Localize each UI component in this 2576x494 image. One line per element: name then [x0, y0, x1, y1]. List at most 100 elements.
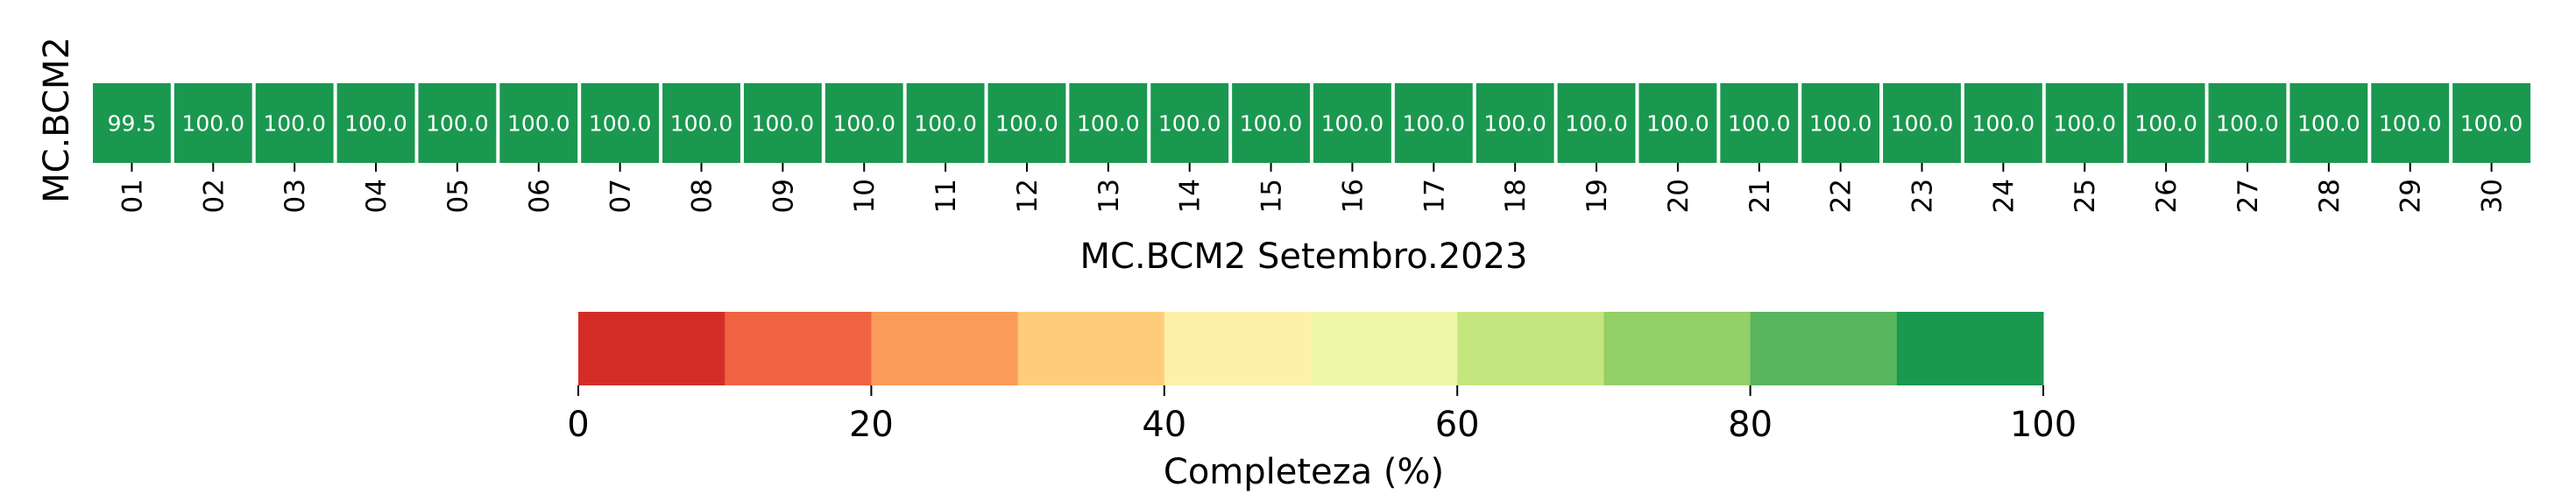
cell-value-label: 100.0	[1321, 111, 1384, 137]
colorbar-segment	[1311, 312, 1458, 385]
cell-value-label: 100.0	[1158, 111, 1221, 137]
cell-value-label: 100.0	[832, 111, 895, 137]
heatmap-cell	[1720, 83, 1799, 163]
cell-value-label: 100.0	[426, 111, 489, 137]
heatmap-cells: 99.5 100.0 100.0 100.0 100.0 100.0 100.0 100.0 1…	[93, 83, 2530, 163]
x-tick-label: 09	[768, 179, 799, 213]
colorbar-label: Completeza (%)	[1164, 452, 1444, 492]
x-tick-label: 05	[442, 179, 474, 213]
heatmap-cell	[2045, 83, 2124, 163]
cell-value-label: 100.0	[2134, 111, 2197, 137]
x-tick-label: 30	[2477, 179, 2509, 213]
cell-value-label: 100.0	[2216, 111, 2279, 137]
heatmap-cell	[1150, 83, 1229, 163]
cell-value-label: 100.0	[507, 111, 570, 137]
colorbar-tick-label: 100	[2010, 405, 2077, 445]
x-tick-label: 21	[1744, 179, 1776, 213]
cell-value-label: 100.0	[1565, 111, 1628, 137]
colorbar-tick-label: 20	[849, 405, 894, 445]
heatmap-cell	[2452, 83, 2530, 163]
colorbar-segment	[1017, 312, 1165, 385]
x-tick-label: 24	[1988, 179, 2020, 213]
heatmap-cell	[1069, 83, 1148, 163]
heatmap-cell	[2127, 83, 2205, 163]
heatmap-cell	[418, 83, 497, 163]
x-tick-label: 13	[1093, 179, 1125, 213]
heatmap-cell	[824, 83, 903, 163]
colorbar	[578, 312, 2044, 385]
x-tick-label: 29	[2396, 179, 2427, 213]
heatmap-cell	[1394, 83, 1473, 163]
cell-value-label: 100.0	[1403, 111, 1466, 137]
cell-value-label: 100.0	[589, 111, 652, 137]
x-tick-label: 28	[2314, 179, 2346, 213]
x-tick-label: 06	[524, 179, 556, 213]
x-tick-label: 27	[2233, 179, 2264, 213]
cell-value-label: 100.0	[263, 111, 326, 137]
cell-value-label: 100.0	[1646, 111, 1709, 137]
x-tick-label: 04	[361, 179, 393, 213]
x-tick-label: 19	[1582, 179, 1613, 213]
x-tick-label: 18	[1500, 179, 1532, 213]
heatmap-cell	[499, 83, 578, 163]
heatmap-cell	[2208, 83, 2287, 163]
heatmap-cell	[1638, 83, 1717, 163]
x-axis-label: MC.BCM2 Setembro.2023	[1080, 236, 1528, 277]
x-tick-label: 01	[117, 179, 148, 213]
cell-value-label: 100.0	[1077, 111, 1140, 137]
cell-value-label: 100.0	[670, 111, 733, 137]
heatmap-cell	[255, 83, 334, 163]
cell-value-label: 100.0	[1240, 111, 1303, 137]
cell-value-label: 100.0	[1483, 111, 1546, 137]
cell-value-label: 100.0	[752, 111, 815, 137]
colorbar-tick-label: 40	[1142, 405, 1186, 445]
cell-value-label: 100.0	[1728, 111, 1791, 137]
heatmap-cell	[1313, 83, 1391, 163]
heatmap-cell	[1964, 83, 2042, 163]
heatmap-cell	[93, 83, 171, 163]
x-tick-label: 11	[931, 179, 962, 213]
heatmap-cell	[1232, 83, 1310, 163]
x-tick-label: 15	[1256, 179, 1288, 213]
colorbar-segment	[1750, 312, 1898, 385]
colorbar-axis: 0 20 40 60 80 100	[567, 385, 2077, 445]
colorbar-tick-label: 80	[1728, 405, 1773, 445]
colorbar-segment	[725, 312, 872, 385]
x-tick-label: 07	[605, 179, 637, 213]
x-tick-label: 25	[2070, 179, 2101, 213]
x-tick-label: 26	[2151, 179, 2183, 213]
heatmap-cell	[662, 83, 740, 163]
heatmap-cell	[173, 83, 252, 163]
colorbar-segment	[1896, 312, 2044, 385]
x-tick-label: 16	[1337, 179, 1369, 213]
cell-value-label: 100.0	[2297, 111, 2360, 137]
cell-value-label: 100.0	[914, 111, 977, 137]
x-tick-label: 22	[1826, 179, 1858, 213]
cell-value-label: 100.0	[995, 111, 1058, 137]
cell-value-label: 100.0	[182, 111, 245, 137]
heatmap-cell	[743, 83, 822, 163]
x-tick-label: 14	[1175, 179, 1207, 213]
cell-value-label: 100.0	[1809, 111, 1872, 137]
heatmap-cell	[2371, 83, 2450, 163]
colorbar-segment	[1164, 312, 1312, 385]
x-tick-label: 23	[1907, 179, 1939, 213]
cell-value-label: 99.5	[108, 111, 157, 137]
heatmap-cell	[1883, 83, 1961, 163]
heatmap-cell	[1476, 83, 1554, 163]
heatmap-cell	[987, 83, 1066, 163]
cell-value-label: 100.0	[344, 111, 407, 137]
colorbar-segment	[1457, 312, 1604, 385]
cell-value-label: 100.0	[1972, 111, 2035, 137]
x-tick-label: 10	[849, 179, 881, 213]
heatmap-cell	[336, 83, 415, 163]
x-tick-label: 12	[1012, 179, 1044, 213]
x-tick-label: 08	[687, 179, 718, 213]
cell-value-label: 100.0	[2379, 111, 2442, 137]
x-tick-label: 02	[198, 179, 230, 213]
x-tick-label: 17	[1419, 179, 1450, 213]
colorbar-tick-label: 0	[567, 405, 589, 445]
colorbar-segment	[1603, 312, 1752, 385]
colorbar-segment	[871, 312, 1019, 385]
